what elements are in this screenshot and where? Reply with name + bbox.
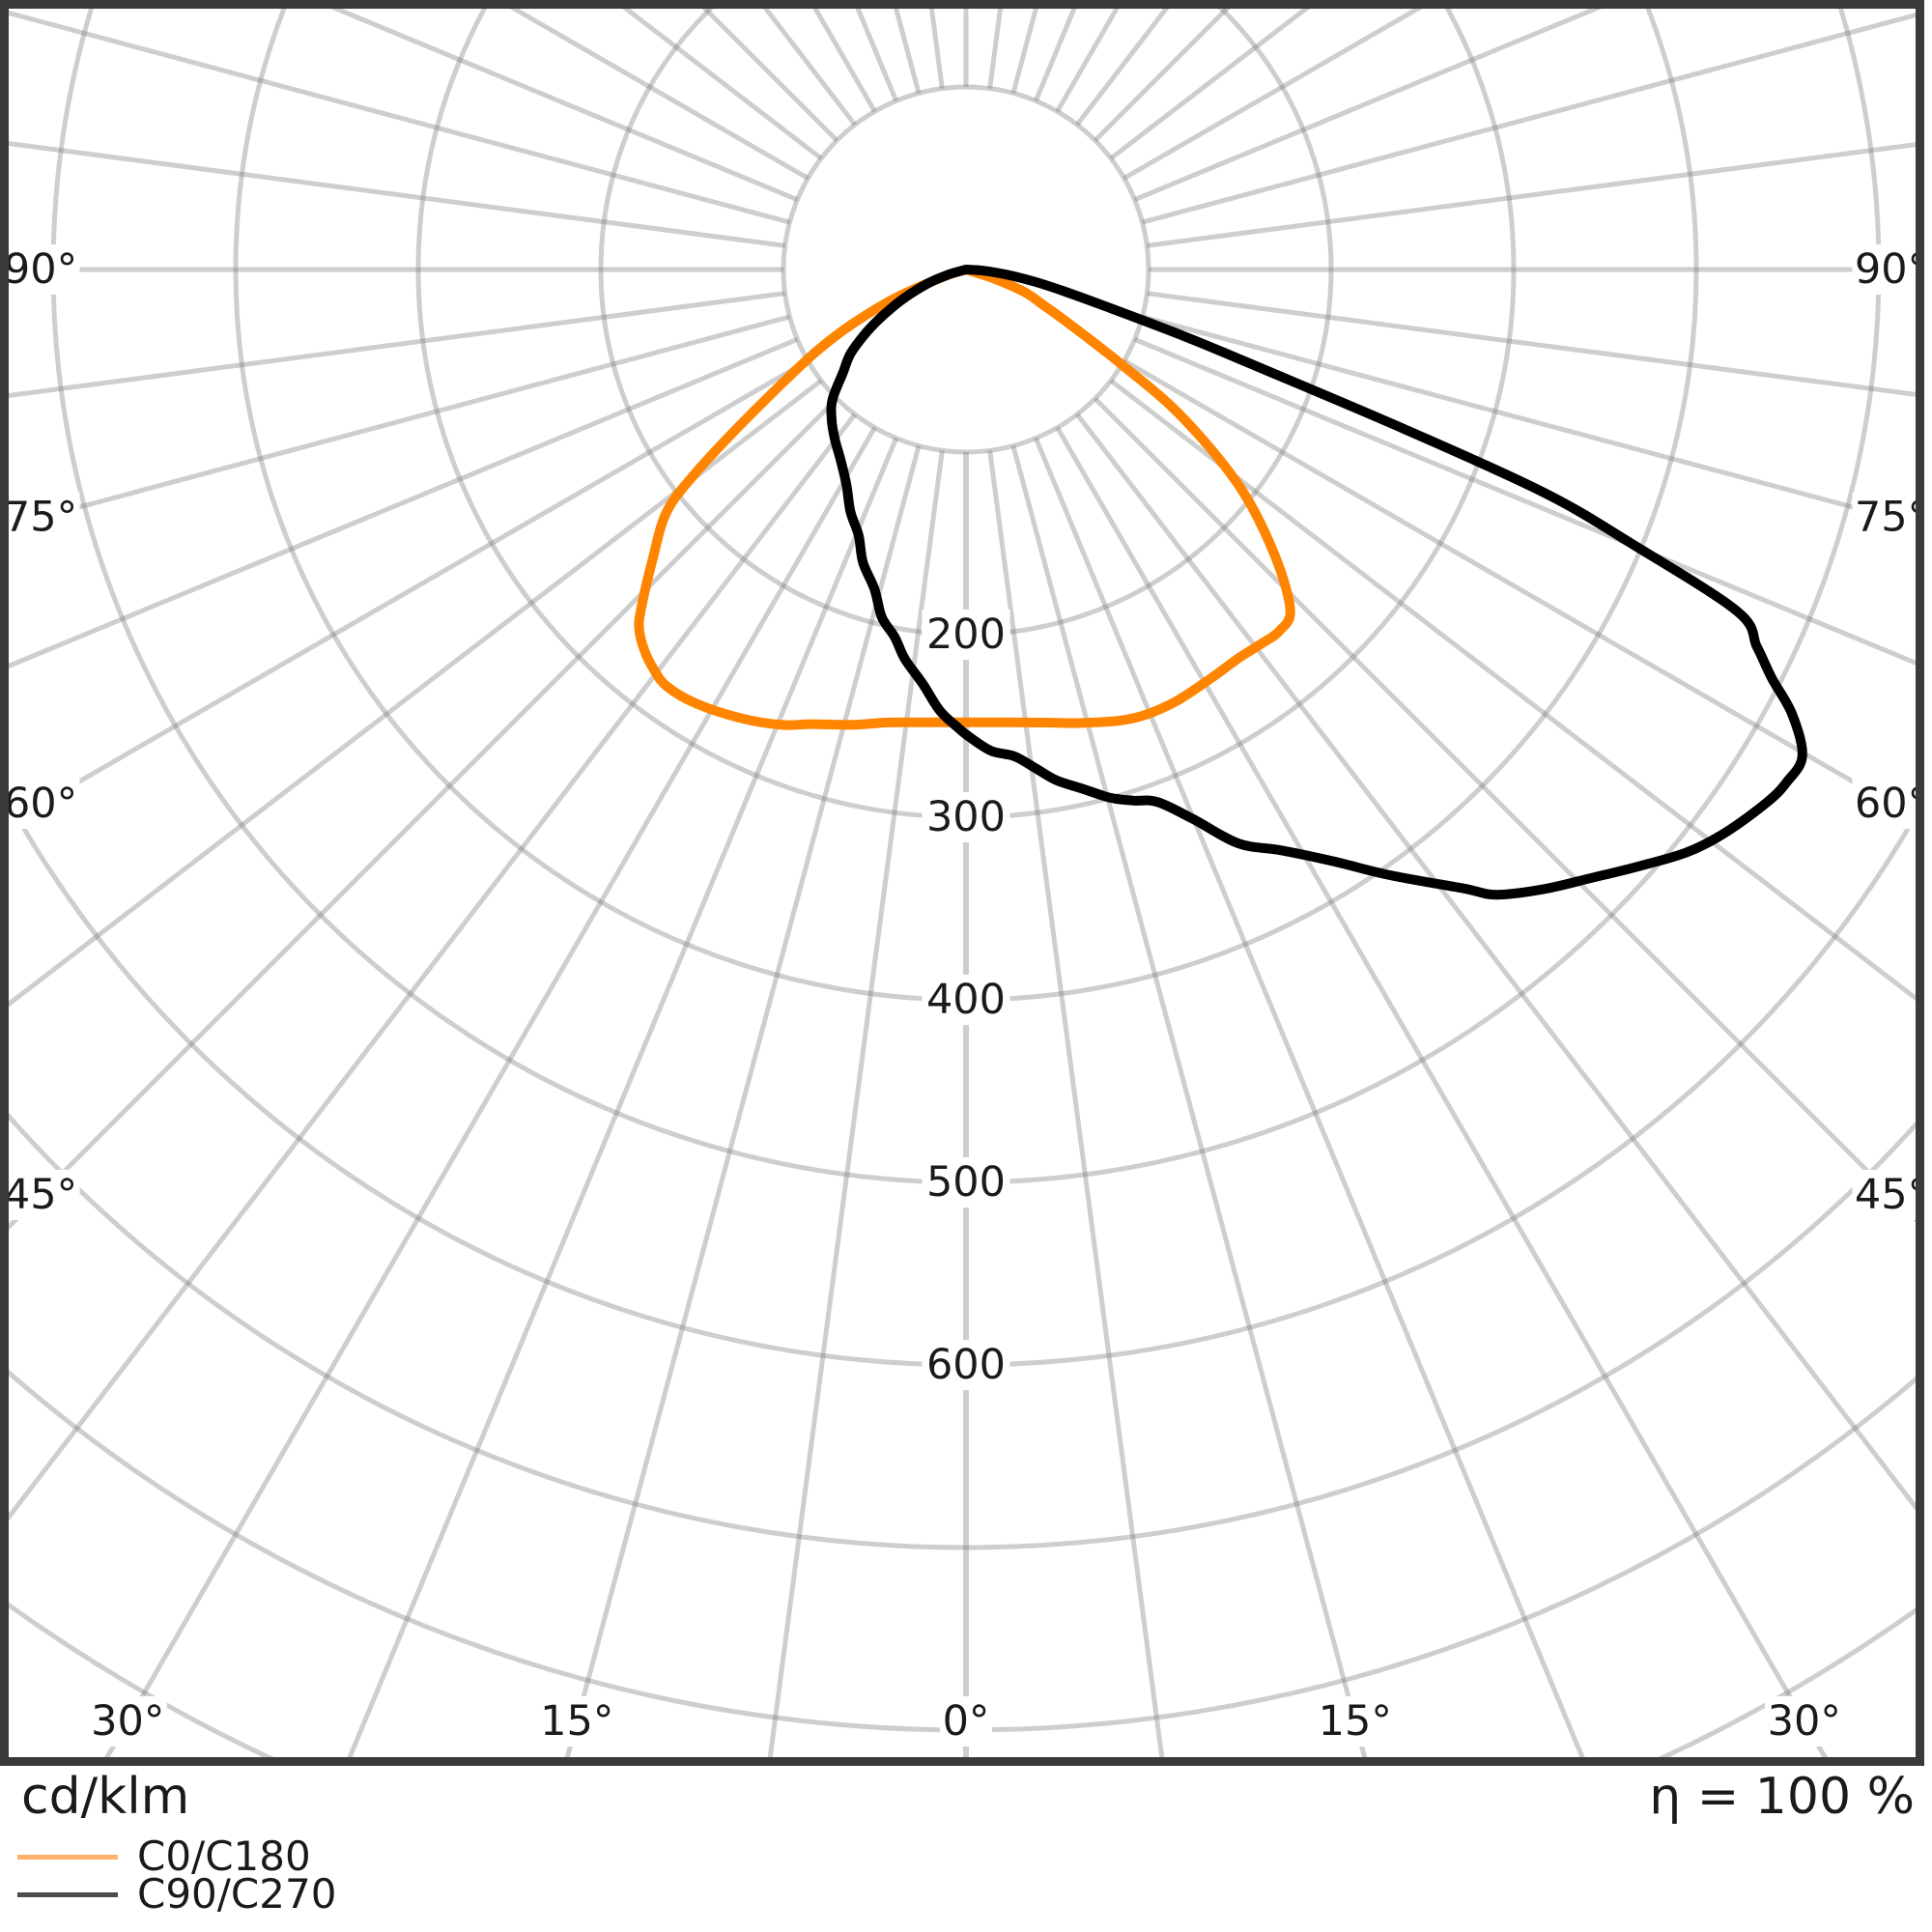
angle-label-bottom-15: 15° <box>540 1697 613 1746</box>
grid-radial-line <box>103 426 877 1757</box>
label-mask <box>922 1157 1010 1208</box>
legend-item-c90-c270: C90/C270 <box>17 1874 336 1915</box>
plot-border <box>0 0 1924 1766</box>
grid-radial-line <box>1034 437 1585 1757</box>
grid-radial-line <box>1010 444 1368 1757</box>
grid-radial-line <box>9 337 799 669</box>
efficiency-label: η = 100 % <box>1649 1768 1915 1826</box>
angle-label-left-75: 75° <box>4 494 77 542</box>
angle-label-left-60: 60° <box>4 780 77 828</box>
label-mask <box>922 975 1010 1025</box>
grid-radial-line <box>564 444 922 1757</box>
unit-label: cd/klm <box>21 1768 190 1826</box>
grid-radial-line <box>9 10 791 225</box>
grid-radial-line <box>987 450 1165 1757</box>
label-mask <box>1 244 80 295</box>
grid-radial-line <box>1055 426 1829 1757</box>
label-mask <box>922 610 1010 660</box>
legend-label: C90/C270 <box>137 1870 337 1918</box>
label-mask <box>1 1170 80 1220</box>
grid-radial-line <box>1122 358 1916 821</box>
grid-radial-line <box>1147 142 1916 248</box>
angle-label-left-45: 45° <box>4 1171 77 1219</box>
label-mask <box>537 1696 616 1747</box>
label-mask <box>1 492 80 543</box>
grid-radial-line <box>1109 379 1916 1002</box>
radial-tick-label-600: 600 <box>926 1341 1006 1389</box>
angle-label-bottom-0: 0° <box>943 1697 990 1746</box>
grid-radial-line <box>1133 337 1916 666</box>
radial-tick-label-400: 400 <box>926 976 1006 1024</box>
legend-item-c0-c180: C0/C180 <box>17 1836 311 1877</box>
label-mask <box>922 1340 1010 1390</box>
curve-c0-c180 <box>634 265 1295 730</box>
label-mask <box>1316 1696 1395 1747</box>
label-mask <box>922 792 1010 842</box>
grid-radial-line <box>329 9 799 202</box>
legend-swatch-c90-c270 <box>17 1891 118 1897</box>
angle-label-bottom-30: 30° <box>91 1697 164 1746</box>
grid-radial-line <box>9 141 785 248</box>
legend-swatch-c0-c180 <box>17 1854 118 1860</box>
grid-radial-line <box>1141 13 1916 225</box>
label-mask <box>1765 1696 1844 1747</box>
grid-circle-100 <box>781 84 1151 455</box>
angle-label-bottom-15: 15° <box>1319 1697 1392 1746</box>
grid-radial-line <box>9 358 810 826</box>
grid-radial-line <box>9 412 857 1521</box>
grid-radial-line <box>1133 9 1603 202</box>
radial-tick-label-200: 200 <box>926 611 1006 659</box>
radial-tick-label-300: 300 <box>926 793 1006 841</box>
grid-radial-line <box>9 314 791 529</box>
grid-radial-line <box>9 396 839 1231</box>
grid-radial-line <box>767 450 945 1757</box>
grid-radial-line <box>1147 291 1916 397</box>
legend-label: C0/C180 <box>137 1833 311 1880</box>
grid-radial-line <box>1122 9 1423 181</box>
angle-label-bottom-30: 30° <box>1768 1697 1841 1746</box>
curve-c90-c270 <box>826 265 1807 900</box>
grid-radial-line <box>1075 412 1916 1512</box>
grid-radial-line <box>9 379 823 1008</box>
grid-radial-line <box>9 291 785 398</box>
grid-radial-line <box>1141 314 1916 526</box>
label-mask <box>1 779 80 830</box>
grid-radial-line <box>1093 396 1916 1223</box>
curves-layer <box>634 265 1807 900</box>
angle-label-left-90: 90° <box>4 245 77 294</box>
label-mask <box>940 1696 992 1747</box>
grid-circle-700 <box>9 1112 1916 1550</box>
radial-tick-label-500: 500 <box>926 1158 1006 1207</box>
label-mask <box>88 1696 167 1747</box>
grid-radial-line <box>509 9 810 181</box>
